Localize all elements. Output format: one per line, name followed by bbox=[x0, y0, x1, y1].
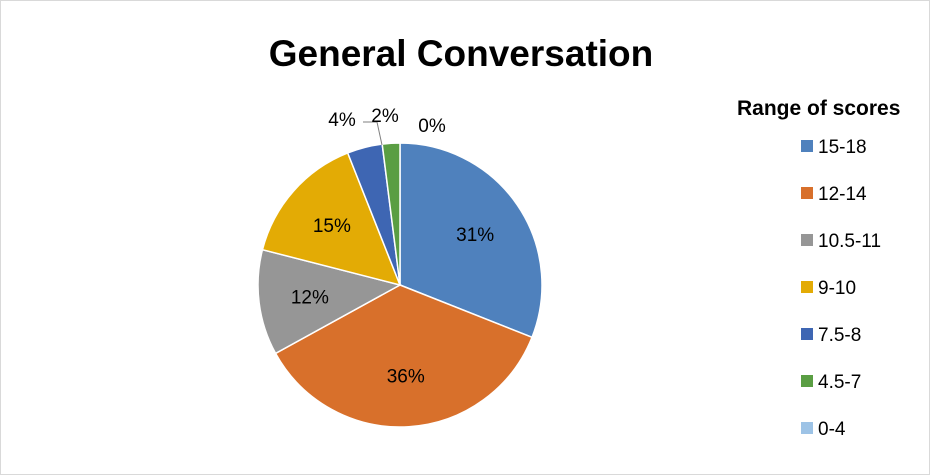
data-label-12-14: 36% bbox=[387, 367, 425, 388]
leader-line bbox=[363, 121, 383, 146]
legend-swatch-4_5-7 bbox=[801, 375, 813, 387]
legend-swatch-0-4 bbox=[801, 422, 813, 434]
legend: Range of scores 15-18 12-14 10.5-11 9-10 7.5… bbox=[737, 97, 900, 440]
legend-label-4_5-7: 4.5-7 bbox=[818, 372, 861, 393]
legend-label-7_5-8: 7.5-8 bbox=[818, 325, 861, 346]
legend-swatch-7_5-8 bbox=[801, 328, 813, 340]
data-label-15-18: 31% bbox=[456, 225, 494, 246]
slice-10_5-11 bbox=[257, 248, 403, 355]
slice-9-10 bbox=[261, 151, 402, 287]
data-labels: 31% 36% 12% 15% 4% 2% 0% bbox=[291, 106, 494, 388]
chart-title: General Conversation bbox=[1, 33, 930, 75]
legend-swatch-12-14 bbox=[801, 187, 813, 199]
legend-swatch-15-18 bbox=[801, 140, 813, 152]
data-label-10_5-11: 12% bbox=[291, 287, 329, 308]
data-label-4_5-7: 2% bbox=[371, 106, 399, 127]
data-label-0-4: 0% bbox=[418, 116, 446, 137]
legend-title: Range of scores bbox=[737, 97, 900, 120]
data-label-7_5-8: 4% bbox=[328, 110, 356, 131]
data-label-9-10: 15% bbox=[313, 216, 351, 237]
legend-swatch-9-10 bbox=[801, 281, 813, 293]
legend-label-15-18: 15-18 bbox=[818, 137, 867, 158]
slice-12-14 bbox=[274, 284, 534, 428]
slice-15-18 bbox=[399, 142, 543, 339]
chart-title-text: General Conversation bbox=[268, 33, 654, 74]
legend-swatch-10_5-11 bbox=[801, 234, 813, 246]
legend-label-0-4: 0-4 bbox=[818, 419, 846, 440]
legend-label-10_5-11: 10.5-11 bbox=[818, 231, 881, 252]
pie-slices bbox=[257, 142, 543, 428]
legend-label-12-14: 12-14 bbox=[818, 184, 867, 205]
leader-lines bbox=[363, 121, 383, 146]
legend-label-9-10: 9-10 bbox=[818, 278, 856, 299]
